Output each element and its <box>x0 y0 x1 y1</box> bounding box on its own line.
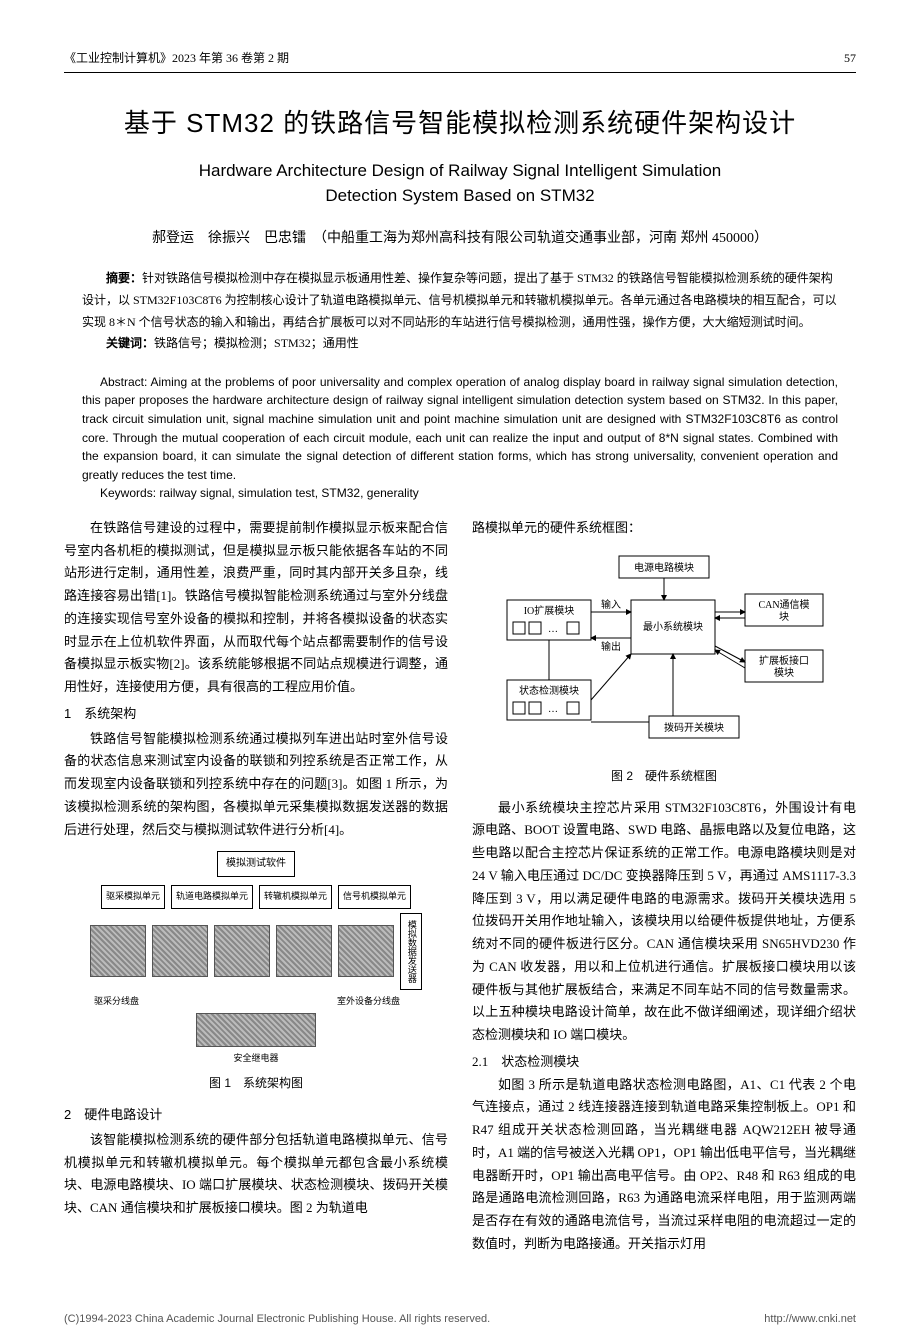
footer-url: http://www.cnki.net <box>764 1310 856 1329</box>
abstract-en-label: Abstract <box>100 375 144 389</box>
figure-2-caption: 图 2 硬件系统框图 <box>472 766 856 787</box>
fig1-unit-2: 转辙机模拟单元 <box>259 885 332 909</box>
keywords-cn-text: 铁路信号；模拟检测；STM32；通用性 <box>154 336 359 350</box>
abstract-cn-text: 针对铁路信号模拟检测中存在模拟显示板通用性差、操作复杂等问题，提出了基于 STM… <box>82 271 837 328</box>
fig1-unit-1: 轨道电路模拟单元 <box>171 885 253 909</box>
fig1-photo-placeholder-3 <box>214 925 270 977</box>
title-english: Hardware Architecture Design of Railway … <box>64 158 856 209</box>
fig2-ellipsis-1: … <box>548 624 558 635</box>
left-column: 在铁路信号建设的过程中，需要提前制作模拟显示板来配合信号室内各机柜的模拟测试，但… <box>64 517 448 1256</box>
fig2-out-label: 输出 <box>601 640 621 653</box>
fig1-unit-row: 驱采模拟单元 轨道电路模拟单元 转辙机模拟单元 信号机模拟单元 <box>86 885 426 909</box>
figure-1: 模拟测试软件 驱采模拟单元 轨道电路模拟单元 转辙机模拟单元 信号机模拟单元 模… <box>64 851 448 1094</box>
fig2-power: 电源电路模块 <box>634 561 694 574</box>
fig1-side-sender: 模拟数据发送器 <box>400 913 422 990</box>
figure-1-caption: 图 1 系统架构图 <box>64 1073 448 1094</box>
fig1-unit-3: 信号机模拟单元 <box>338 885 411 909</box>
figure-2: 电源电路模块 IO扩展模块 … 最小系统模块 <box>472 550 856 787</box>
fig2-dip: 拨码开关模块 <box>664 721 724 734</box>
two-column-body: 在铁路信号建设的过程中，需要提前制作模拟显示板来配合信号室内各机柜的模拟测试，但… <box>64 517 856 1256</box>
keywords-cn-label: 关键词： <box>106 336 154 350</box>
fig1-top-box: 模拟测试软件 <box>217 851 295 877</box>
abstract-cn-label: 摘要： <box>106 271 142 285</box>
fig1-right-label: 室外设备分线盘 <box>337 994 400 1010</box>
fig1-unit-0: 驱采模拟单元 <box>101 885 165 909</box>
fig2-ioext: IO扩展模块 <box>524 604 575 617</box>
section-2-1-heading: 2.1 状态检测模块 <box>472 1051 856 1074</box>
keywords-en-label: Keywords <box>100 486 153 500</box>
fig1-photo-placeholder-1 <box>90 925 146 977</box>
fig2-ellipsis-2: … <box>548 704 558 715</box>
page: 《工业控制计算机》2023 年第 36 卷第 2 期 57 基于 STM32 的… <box>0 0 920 1296</box>
section-1-paragraph: 铁路信号智能模拟检测系统通过模拟列车进出站时室外信号设备的状态信息来测试室内设备… <box>64 728 448 842</box>
fig2-minsys: 最小系统模块 <box>643 620 703 633</box>
fig2-state: 状态检测模块 <box>519 684 579 697</box>
min-system-paragraph: 最小系统模块主控芯片采用 STM32F103C8T6，外围设计有电源电路、BOO… <box>472 797 856 1047</box>
fig1-left-label: 驱采分线盘 <box>94 994 139 1010</box>
title-chinese: 基于 STM32 的铁路信号智能模拟检测系统硬件架构设计 <box>64 101 856 145</box>
abstract-en-text: : Aiming at the problems of poor univers… <box>82 375 838 482</box>
fig1-photo-placeholder-4 <box>276 925 332 977</box>
fig1-bottom-label: 安全继电器 <box>86 1051 426 1067</box>
authors-affiliation: 郝登运 徐振兴 巴忠镭 （中船重工海为郑州高科技有限公司轨道交通事业部，河南 郑… <box>64 227 856 251</box>
title-english-line2: Detection System Based on STM32 <box>325 186 594 205</box>
page-number: 57 <box>844 48 856 68</box>
fig1-bottom-photo <box>196 1013 316 1047</box>
figure-2-svg: 电源电路模块 IO扩展模块 … 最小系统模块 <box>499 550 829 760</box>
fig2-can-l2: 块 <box>779 611 789 623</box>
fig1-photo-row: 模拟数据发送器 <box>86 913 426 990</box>
intro-paragraph: 在铁路信号建设的过程中，需要提前制作模拟显示板来配合信号室内各机柜的模拟测试，但… <box>64 517 448 699</box>
running-header: 《工业控制计算机》2023 年第 36 卷第 2 期 57 <box>64 48 856 73</box>
right-continuation: 路模拟单元的硬件系统框图： <box>472 517 856 540</box>
right-column: 路模拟单元的硬件系统框图： 电源电路模块 IO扩展模块 <box>472 517 856 1256</box>
fig2-extport-l2: 模块 <box>774 667 794 679</box>
fig2-in-label: 输入 <box>601 598 621 611</box>
fig1-photo-placeholder-5 <box>338 925 394 977</box>
footer-copyright: (C)1994-2023 China Academic Journal Elec… <box>64 1310 490 1329</box>
section-2-heading: 2 硬件电路设计 <box>64 1104 448 1127</box>
abstract-english-block: Abstract: Aiming at the problems of poor… <box>82 373 838 503</box>
keywords-en-text: : railway signal, simulation test, STM32… <box>153 486 419 500</box>
fig1-photo-placeholder-2 <box>152 925 208 977</box>
fig2-can-l1: CAN通信模 <box>758 599 809 611</box>
section-2-1-paragraph: 如图 3 所示是轨道电路状态检测电路图，A1、C1 代表 2 个电气连接点，通过… <box>472 1074 856 1256</box>
section-1-heading: 1 系统架构 <box>64 703 448 726</box>
figure-2-diagram: 电源电路模块 IO扩展模块 … 最小系统模块 <box>499 550 829 760</box>
fig2-extport-l1: 扩展板接口 <box>759 654 809 667</box>
journal-title: 《工业控制计算机》2023 年第 36 卷第 2 期 <box>64 48 289 68</box>
title-english-line1: Hardware Architecture Design of Railway … <box>199 161 722 180</box>
section-2-paragraph: 该智能模拟检测系统的硬件部分包括轨道电路模拟单元、信号机模拟单元和转辙机模拟单元… <box>64 1129 448 1220</box>
figure-1-diagram: 模拟测试软件 驱采模拟单元 轨道电路模拟单元 转辙机模拟单元 信号机模拟单元 模… <box>86 851 426 1067</box>
page-footer: (C)1994-2023 China Academic Journal Elec… <box>0 1296 920 1338</box>
abstract-chinese-block: 摘要：针对铁路信号模拟检测中存在模拟显示板通用性差、操作复杂等问题，提出了基于 … <box>82 268 838 354</box>
